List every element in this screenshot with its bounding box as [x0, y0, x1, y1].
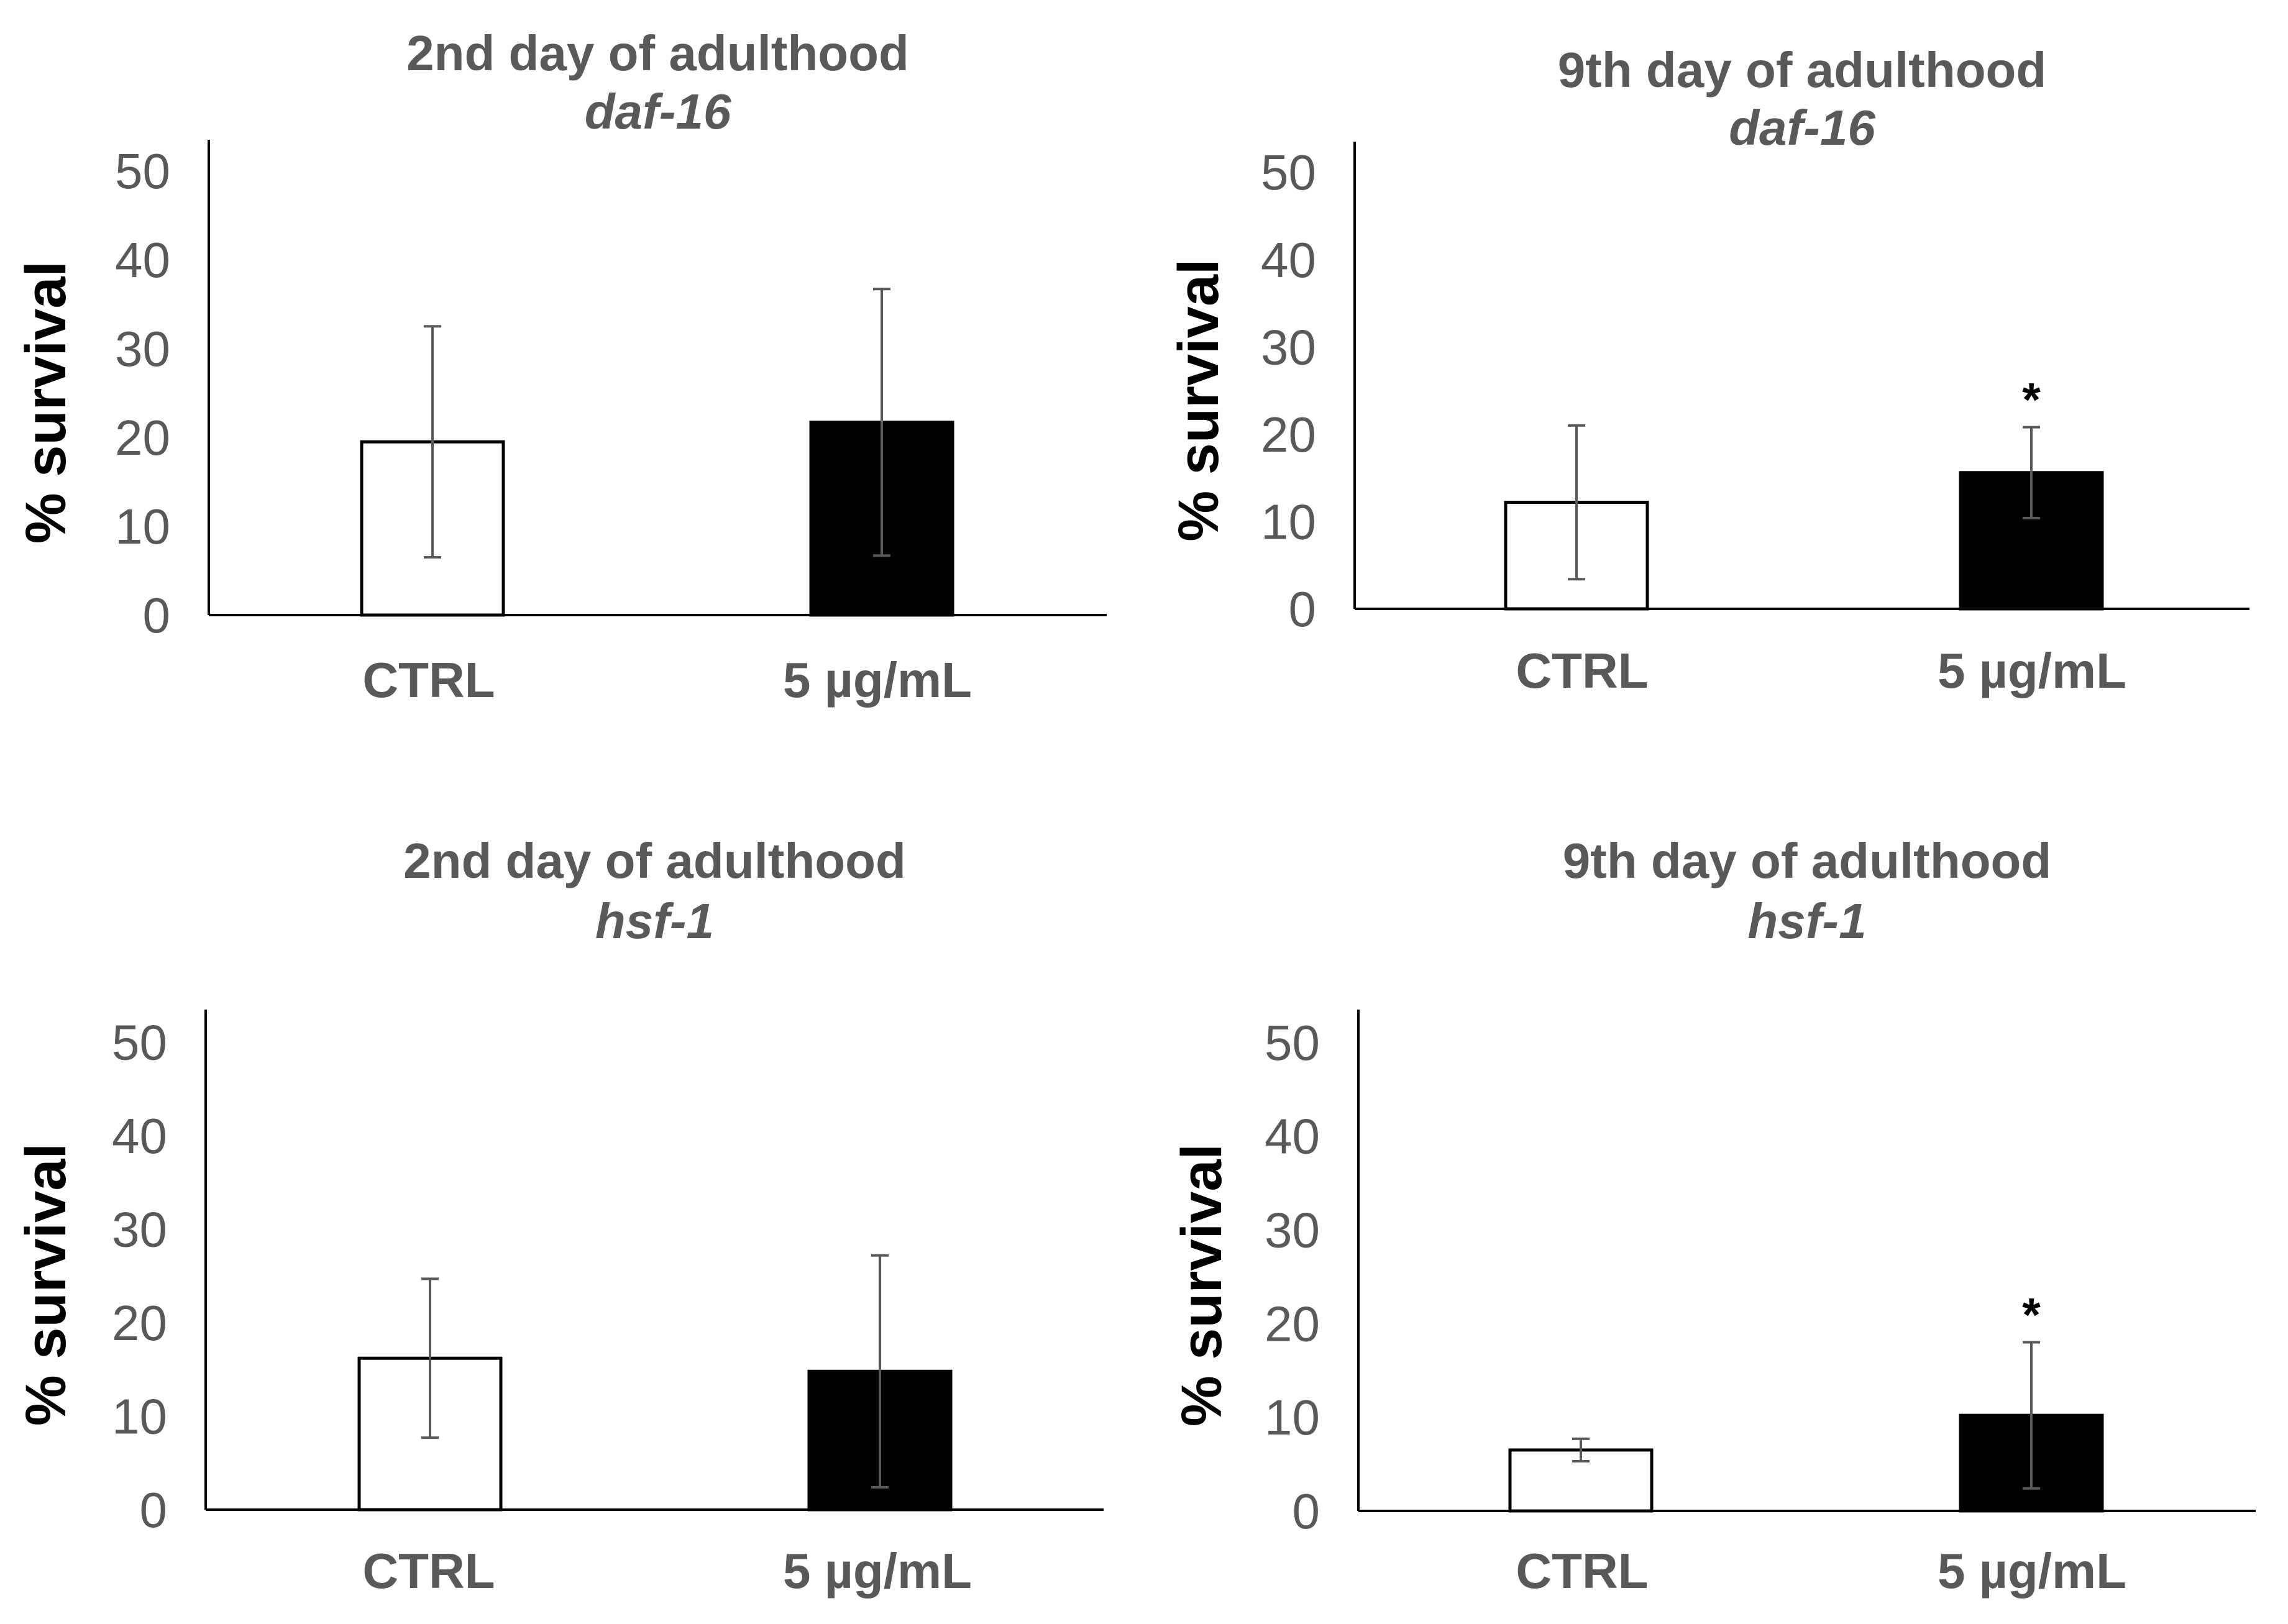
chart-subtitle: hsf-1	[595, 893, 714, 949]
error-bar	[421, 1277, 439, 1439]
y-tick-label: 50	[1261, 145, 1316, 200]
y-axis-label: % survival	[14, 1143, 78, 1426]
y-tick-label: 0	[143, 588, 171, 643]
chart-title: 2nd day of adulthood	[403, 833, 906, 888]
x-category-label: 5 µg/mL	[1938, 643, 2126, 698]
y-tick-label: 10	[1261, 494, 1316, 549]
y-tick-label: 0	[1289, 582, 1317, 637]
x-category-label: 5 µg/mL	[783, 1543, 972, 1599]
y-tick-label: 40	[1265, 1109, 1320, 1164]
y-tick-label: 10	[1265, 1390, 1320, 1445]
y-tick-label: 20	[115, 410, 170, 465]
chart-title: 9th day of adulthood	[1563, 833, 2052, 888]
x-category-label: 5 µg/mL	[1938, 1543, 2126, 1599]
chart-subtitle: hsf-1	[1747, 893, 1866, 949]
y-tick-label: 50	[1265, 1015, 1320, 1070]
error-bar	[424, 325, 441, 559]
y-axis-label: % survival	[14, 261, 78, 544]
y-tick-label: 50	[115, 144, 170, 199]
y-tick-label: 40	[115, 232, 170, 288]
y-tick-label: 0	[140, 1482, 168, 1538]
error-bar	[871, 1254, 889, 1489]
chart-subtitle: daf-16	[1729, 100, 1875, 155]
x-category-label: CTRL	[362, 1543, 495, 1599]
y-axis-label: % survival	[1167, 258, 1230, 541]
y-tick-label: 10	[112, 1389, 167, 1444]
y-tick-label: 50	[112, 1015, 167, 1070]
y-tick-label: 20	[112, 1295, 167, 1351]
error-bar	[1572, 1437, 1590, 1463]
error-bar	[1568, 424, 1585, 581]
y-tick-label: 20	[1261, 407, 1316, 462]
significance-marker: *	[2022, 374, 2041, 427]
x-category-label: CTRL	[362, 652, 495, 708]
y-tick-label: 20	[1265, 1296, 1320, 1351]
x-category-label: 5 µg/mL	[783, 652, 972, 708]
y-tick-label: 40	[112, 1108, 167, 1164]
y-axis-label: % survival	[1170, 1144, 1233, 1426]
x-category-label: CTRL	[1516, 1543, 1648, 1599]
y-tick-label: 10	[115, 499, 170, 554]
chart-title: 2nd day of adulthood	[406, 25, 909, 81]
error-bar	[2023, 1341, 2040, 1490]
x-category-label: CTRL	[1516, 643, 1648, 698]
error-bar	[873, 288, 890, 557]
significance-marker: *	[2022, 1289, 2041, 1341]
y-tick-label: 30	[112, 1202, 167, 1257]
y-tick-label: 40	[1261, 232, 1316, 288]
chart-subtitle: daf-16	[585, 84, 731, 139]
chart-title: 9th day of adulthood	[1558, 42, 2047, 98]
error-bar	[2023, 426, 2040, 519]
y-tick-label: 30	[115, 321, 170, 376]
y-tick-label: 30	[1265, 1202, 1320, 1257]
bar-ctrl	[1508, 1448, 1654, 1513]
y-tick-label: 0	[1293, 1484, 1320, 1539]
y-tick-label: 30	[1261, 319, 1316, 375]
